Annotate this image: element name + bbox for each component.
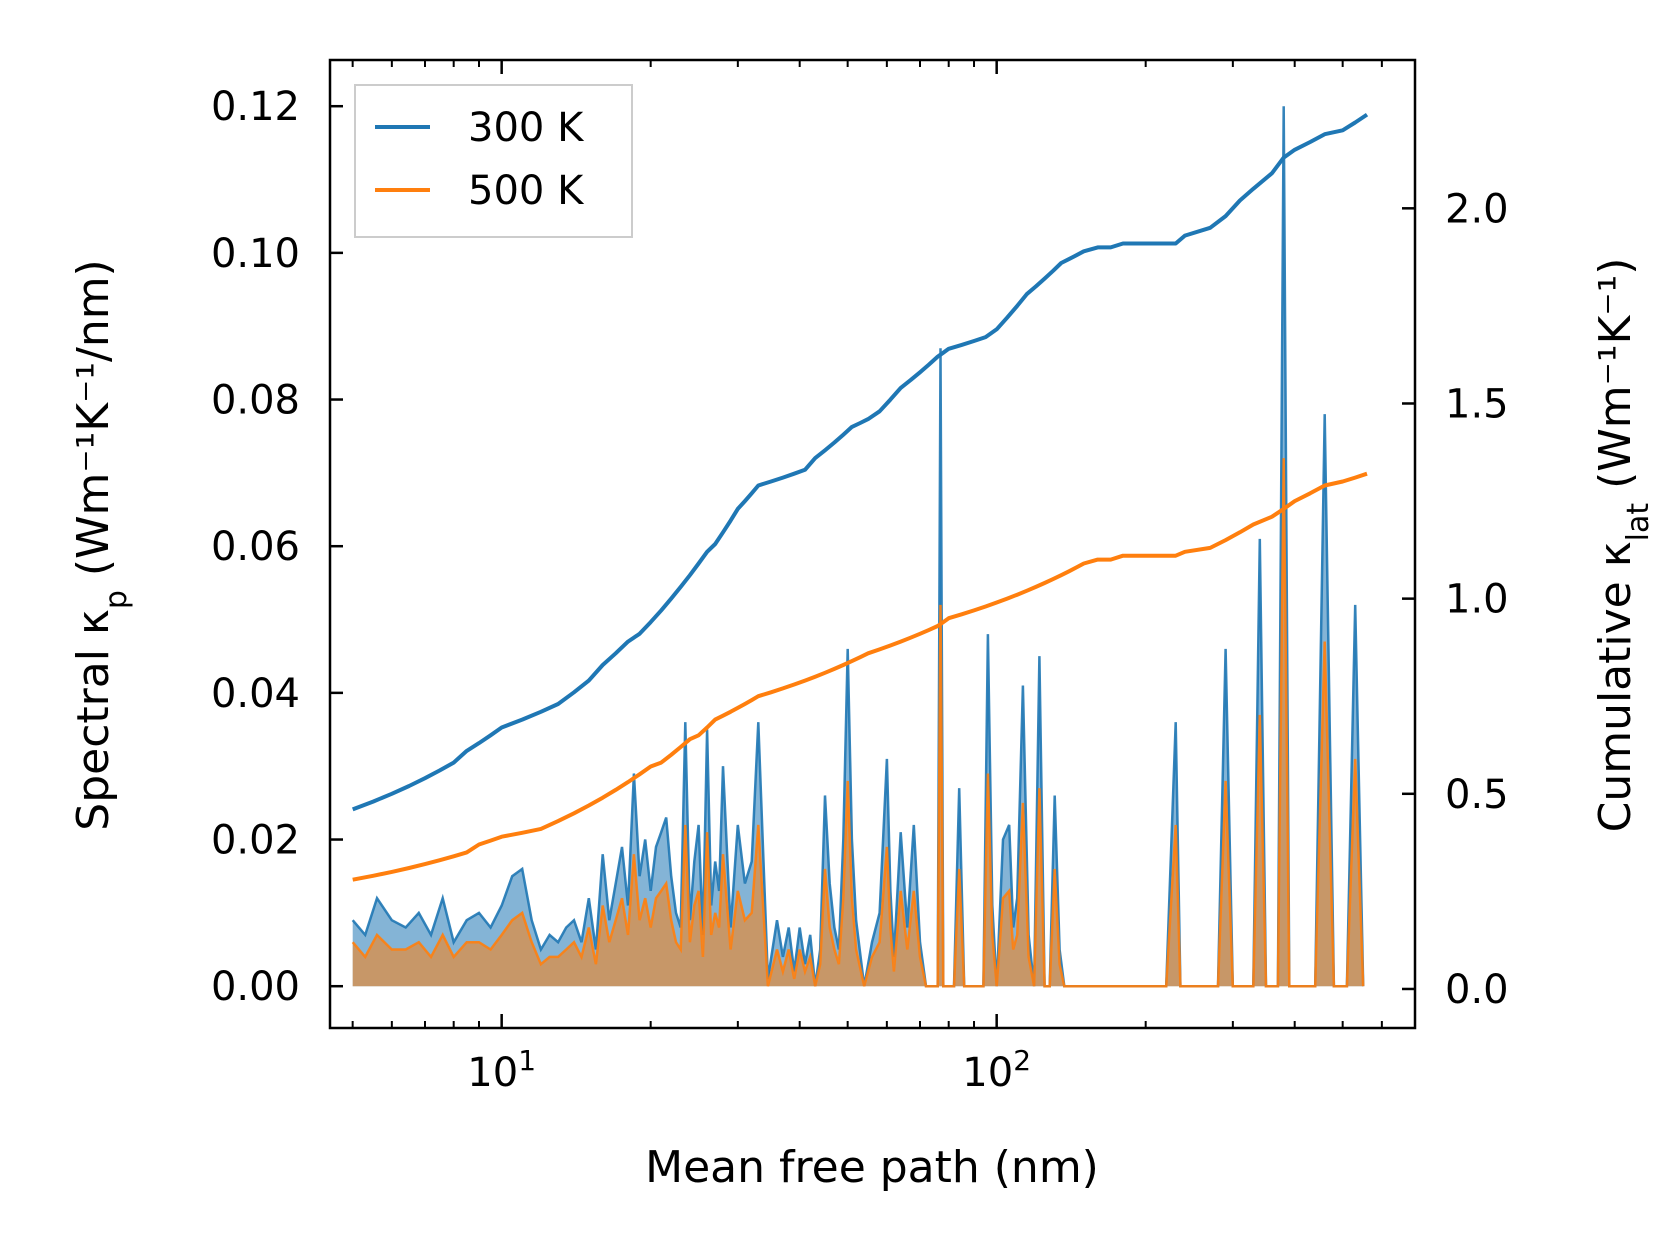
plot-area <box>351 106 1369 988</box>
y-axis-label-right-sub: lat <box>1621 503 1656 542</box>
y-tick-label-left: 0.10 <box>211 231 300 277</box>
legend: 300 K 500 K <box>354 84 633 238</box>
y-tick-label-left: 0.00 <box>211 964 300 1010</box>
legend-label-500k: 500 K <box>468 168 585 214</box>
x-tick-label-exponent: 2 <box>1013 1044 1031 1077</box>
y-tick-label-left: 0.08 <box>211 378 300 424</box>
y-axis-label-right: Cumulative κlat (Wm⁻¹K⁻¹) <box>1590 258 1656 833</box>
y-axis-label-left-sub: p <box>99 590 134 609</box>
y-tick-label-right: 1.0 <box>1445 577 1509 623</box>
y-axis-label-left: Spectral κp (Wm⁻¹K⁻¹/nm) <box>68 259 134 830</box>
x-tick-label-base: 10 <box>467 1050 518 1096</box>
y-tick-label-right: 2.0 <box>1445 186 1509 232</box>
spectral-area-500k <box>352 458 1364 987</box>
y-tick-label-right: 1.5 <box>1445 381 1509 427</box>
y-tick-label-left: 0.06 <box>211 524 300 570</box>
cumulative-line-300k <box>351 112 1369 812</box>
y-tick-label-right: 0.0 <box>1445 967 1509 1013</box>
x-tick-label-exponent: 1 <box>518 1044 536 1077</box>
y-axis-label-right-prefix: Cumulative κ <box>1590 541 1641 832</box>
y-tick-label-left: 0.12 <box>211 84 300 130</box>
axes: 0.00 0.02 0.04 0.06 0.08 0.10 0.12 0.0 0.5 1.0 1.5… <box>211 58 1509 1096</box>
spectral-line-500k <box>351 458 1365 988</box>
y-tick-label-right: 0.5 <box>1445 772 1509 818</box>
y-axis-label-right-unit: (Wm⁻¹K⁻¹) <box>1590 258 1641 503</box>
x-tick-label: 102 <box>962 1044 1031 1096</box>
y-axis-label-left-unit: (Wm⁻¹K⁻¹/nm) <box>68 259 119 590</box>
legend-label-300k: 300 K <box>468 105 585 151</box>
plot-frame <box>328 58 1417 1030</box>
x-tick-label: 101 <box>467 1044 536 1096</box>
legend-box <box>354 84 633 238</box>
cumulative-line-500k <box>352 471 1368 882</box>
x-tick-label-base: 10 <box>962 1050 1013 1096</box>
y-axis-label-left-prefix: Spectral κ <box>68 609 119 831</box>
y-tick-label-left: 0.04 <box>211 671 300 717</box>
x-axis-label: Mean free path (nm) <box>645 1142 1099 1193</box>
y-tick-label-left: 0.02 <box>211 818 300 864</box>
